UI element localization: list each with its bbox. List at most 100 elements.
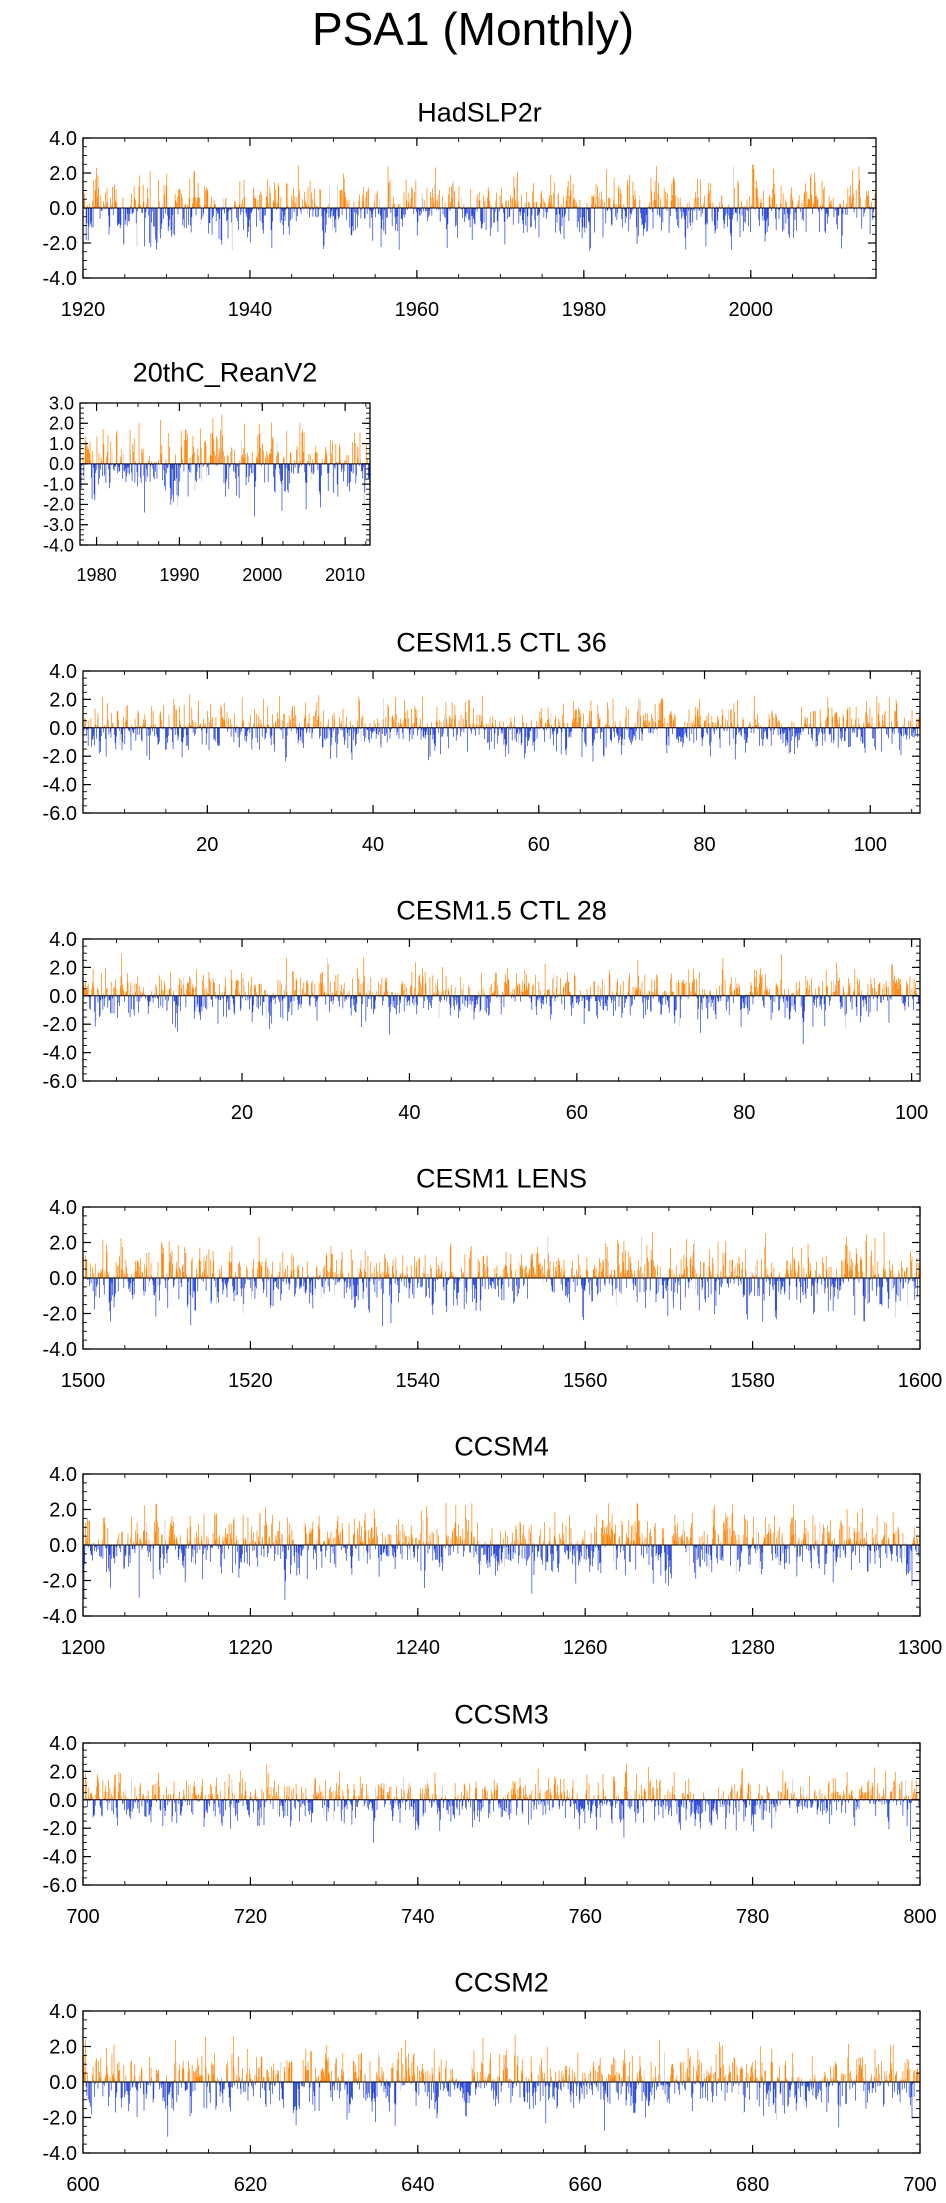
bar-negative (426, 728, 427, 732)
bar-positive (105, 968, 106, 996)
bar-negative (313, 464, 314, 473)
bar-negative (602, 728, 603, 732)
bar-positive (279, 1272, 280, 1278)
bar-positive (687, 723, 688, 728)
bar-negative (535, 728, 536, 732)
bar-negative (845, 208, 846, 215)
y-tick-label: 4.0 (49, 128, 77, 150)
bar-negative (375, 996, 376, 1001)
bar-negative (598, 996, 599, 1001)
bar-positive (831, 981, 832, 996)
bar-positive (256, 714, 257, 728)
bar-negative (158, 996, 159, 1008)
bar-negative (383, 996, 384, 1001)
bar-negative (311, 464, 312, 480)
bar-positive (267, 1267, 268, 1278)
bar-positive (847, 708, 848, 728)
bar-positive (179, 1268, 180, 1278)
bar-negative (351, 728, 352, 753)
bar-positive (209, 1249, 210, 1278)
bar-negative (272, 208, 273, 221)
bar-positive (360, 1268, 361, 1278)
bar-positive (130, 430, 131, 464)
bar-negative (179, 464, 180, 482)
bar-positive (847, 992, 848, 995)
bar-positive (704, 196, 705, 208)
bar-positive (443, 721, 444, 728)
bar-negative (164, 464, 165, 486)
bar-negative (818, 208, 819, 211)
bar-positive (312, 981, 313, 996)
bar-positive (465, 702, 466, 728)
bar-positive (95, 709, 96, 728)
bar-positive (454, 719, 455, 728)
bar-positive (602, 199, 603, 208)
bar-positive (547, 990, 548, 996)
bar-positive (127, 1273, 128, 1278)
bar-positive (610, 198, 611, 208)
bar-negative (251, 1278, 252, 1299)
bar-negative (204, 996, 205, 1007)
bar-negative (338, 464, 339, 497)
x-tick-label: 1990 (159, 565, 199, 585)
bar-positive (514, 177, 515, 208)
bar-negative (453, 1278, 454, 1306)
bar-negative (349, 1278, 350, 1283)
bar-negative (167, 728, 168, 743)
bar-negative (309, 208, 310, 217)
bar-positive (225, 987, 226, 996)
bar-negative (825, 208, 826, 233)
bar-negative (353, 728, 354, 740)
bar-positive (261, 984, 262, 996)
bar-negative (299, 1278, 300, 1289)
bar-positive (144, 1264, 145, 1278)
bar-positive (291, 453, 292, 464)
bar-negative (721, 996, 722, 1001)
bar-negative (821, 728, 822, 733)
bar-negative (378, 728, 379, 735)
bar-positive (340, 724, 341, 728)
bar-positive (254, 197, 255, 208)
bar-negative (467, 728, 468, 752)
bar-positive (893, 971, 894, 996)
bar-negative (645, 996, 646, 1015)
bar-positive (580, 713, 581, 728)
bar-positive (123, 1270, 124, 1278)
bar-negative (628, 208, 629, 231)
bar-positive (146, 204, 147, 208)
bar-positive (891, 722, 892, 728)
bar-negative (840, 996, 841, 1009)
bar-negative (553, 728, 554, 746)
bar-positive (186, 1253, 187, 1278)
bar-negative (249, 208, 250, 227)
bar-negative (779, 996, 780, 1010)
bar-negative (435, 728, 436, 746)
bar-positive (419, 975, 420, 996)
bar-negative (392, 208, 393, 226)
bar-negative (98, 464, 99, 485)
bar-positive (259, 195, 260, 208)
bar-negative (625, 996, 626, 1003)
bar-positive (403, 990, 404, 996)
bar-positive (479, 200, 480, 208)
bar-positive (224, 456, 225, 463)
bar-positive (196, 1269, 197, 1278)
bar-negative (141, 728, 142, 740)
bar-negative (904, 996, 905, 1006)
bar-positive (776, 714, 777, 728)
bar-negative (501, 996, 502, 1004)
bar-negative (119, 996, 120, 1006)
bar-negative (831, 728, 832, 743)
bar-positive (656, 974, 657, 996)
bar-positive (337, 186, 338, 208)
bar-positive (613, 699, 614, 728)
bar-negative (886, 728, 887, 734)
bar-positive (198, 701, 199, 728)
bar-positive (105, 193, 106, 208)
bar-positive (738, 181, 739, 208)
bar-negative (372, 728, 373, 732)
bar-positive (276, 203, 277, 208)
bar-negative (386, 728, 387, 733)
bar-negative (593, 728, 594, 743)
bar-positive (776, 716, 777, 727)
